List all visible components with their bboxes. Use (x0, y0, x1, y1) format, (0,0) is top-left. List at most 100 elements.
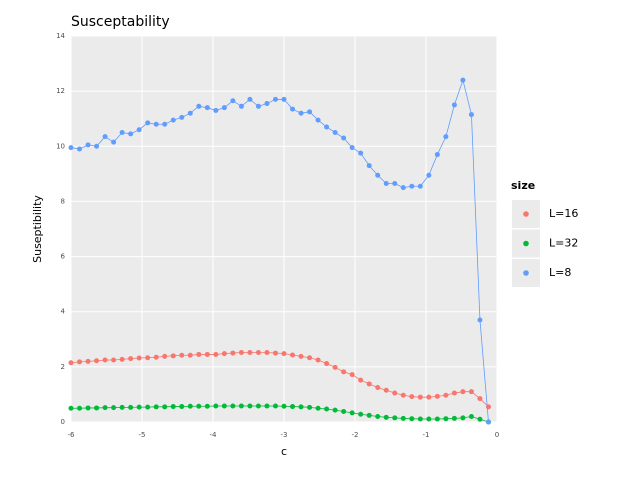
data-point (307, 404, 313, 410)
x-tick-label: -2 (352, 431, 359, 439)
x-tick-label: -1 (423, 431, 430, 439)
data-point (119, 356, 125, 362)
data-point (153, 121, 159, 127)
data-point (341, 135, 347, 141)
data-point (290, 352, 296, 358)
data-point (145, 404, 151, 410)
x-tick-label: -5 (139, 431, 146, 439)
data-point (247, 350, 253, 356)
data-point (187, 352, 193, 358)
data-point (417, 183, 423, 189)
x-tick-label: -6 (68, 431, 76, 439)
data-point (119, 130, 125, 135)
data-point (332, 130, 338, 135)
data-point (247, 96, 253, 102)
data-point (358, 377, 364, 383)
x-tick-label: -3 (281, 431, 288, 439)
x-axis-label: c (281, 445, 287, 458)
data-point (451, 415, 457, 421)
legend-marker (523, 240, 529, 247)
data-point (196, 103, 202, 109)
data-point (221, 403, 227, 409)
data-point (94, 405, 100, 411)
y-tick-label: 12 (56, 87, 65, 95)
data-point (179, 114, 185, 120)
data-point (392, 415, 398, 421)
data-point (170, 353, 176, 359)
data-point (111, 139, 117, 145)
data-point (153, 354, 159, 360)
data-point (315, 357, 321, 363)
chart-title: Susceptability (71, 14, 170, 30)
data-point (136, 127, 142, 133)
data-point (485, 419, 491, 425)
data-point (400, 392, 406, 398)
data-point (85, 405, 91, 411)
data-point (468, 389, 474, 395)
data-point (204, 403, 210, 409)
data-point (128, 404, 134, 410)
data-point (77, 146, 83, 152)
data-point (238, 350, 244, 356)
data-point (238, 403, 244, 409)
data-point (221, 351, 227, 357)
data-point (85, 358, 91, 364)
data-point (255, 350, 261, 356)
data-point (68, 360, 74, 366)
data-point (255, 403, 261, 409)
data-point (409, 394, 415, 400)
x-tick-label: -4 (210, 431, 218, 439)
data-point (460, 389, 466, 395)
data-point (162, 121, 168, 127)
y-axis-label: Suseptibility (31, 195, 44, 263)
data-point (230, 350, 236, 356)
data-point (119, 404, 125, 410)
data-point (332, 407, 338, 413)
data-point (417, 394, 423, 400)
data-point (366, 412, 372, 418)
data-point (324, 406, 330, 412)
data-point (264, 350, 270, 356)
data-point (443, 416, 449, 422)
data-point (375, 385, 381, 391)
data-point (196, 403, 202, 409)
data-point (290, 106, 296, 112)
data-point (162, 353, 168, 359)
data-point (477, 416, 483, 422)
data-point (77, 405, 83, 411)
data-point (128, 356, 134, 362)
data-point (85, 142, 91, 148)
data-point (281, 403, 287, 409)
data-point (264, 403, 270, 409)
data-point (247, 403, 253, 409)
data-point (272, 350, 278, 356)
data-point (221, 105, 227, 111)
data-point (68, 405, 74, 411)
data-point (324, 124, 330, 130)
data-point (153, 404, 159, 410)
data-point (102, 134, 108, 140)
data-point (213, 403, 219, 409)
legend-label: L=8 (549, 266, 571, 279)
data-point (298, 404, 304, 410)
data-point (94, 358, 100, 364)
data-point (375, 172, 381, 178)
data-point (94, 143, 100, 149)
data-point (238, 103, 244, 109)
data-point (341, 409, 347, 415)
data-point (392, 181, 398, 187)
data-point (434, 393, 440, 399)
data-point (255, 103, 261, 109)
y-tick-label: 2 (61, 363, 65, 371)
data-point (136, 404, 142, 410)
data-point (162, 404, 168, 410)
data-point (315, 117, 321, 123)
data-point (341, 369, 347, 375)
data-point (434, 152, 440, 158)
data-point (443, 392, 449, 398)
data-point (409, 416, 415, 422)
legend-marker (523, 270, 529, 276)
data-point (230, 98, 236, 104)
data-point (128, 131, 134, 137)
